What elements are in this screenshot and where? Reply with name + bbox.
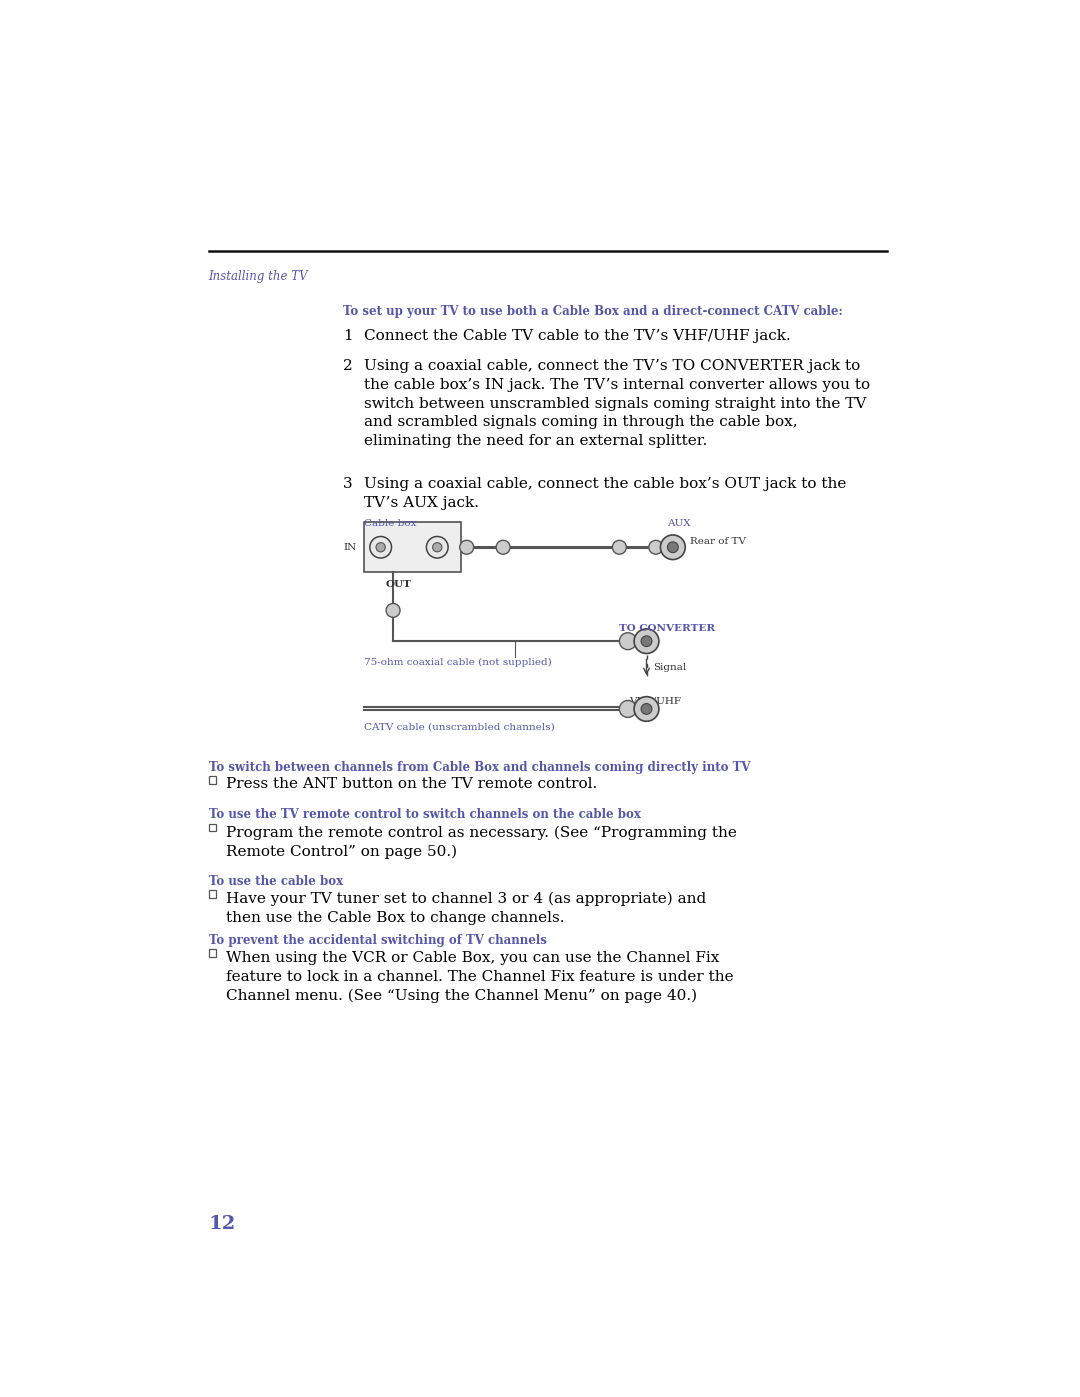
Circle shape bbox=[612, 541, 626, 555]
Circle shape bbox=[376, 542, 386, 552]
Bar bbox=[208, 824, 216, 831]
Bar bbox=[364, 522, 460, 571]
Text: Cable box: Cable box bbox=[364, 518, 416, 528]
Circle shape bbox=[460, 541, 474, 555]
Circle shape bbox=[661, 535, 685, 560]
Circle shape bbox=[619, 633, 636, 650]
Circle shape bbox=[649, 541, 663, 555]
Circle shape bbox=[496, 541, 510, 555]
Text: 12: 12 bbox=[208, 1215, 235, 1232]
Text: Connect the Cable TV cable to the TV’s VHF/UHF jack.: Connect the Cable TV cable to the TV’s V… bbox=[364, 330, 791, 344]
Circle shape bbox=[642, 636, 652, 647]
Text: To set up your TV to use both a Cable Box and a direct-connect CATV cable:: To set up your TV to use both a Cable Bo… bbox=[342, 305, 842, 317]
Text: 3: 3 bbox=[342, 478, 352, 492]
Text: Using a coaxial cable, connect the TV’s TO CONVERTER jack to
the cable box’s IN : Using a coaxial cable, connect the TV’s … bbox=[364, 359, 869, 448]
Text: To use the cable box: To use the cable box bbox=[208, 875, 342, 887]
Text: CATV cable (unscrambled channels): CATV cable (unscrambled channels) bbox=[364, 722, 554, 732]
Circle shape bbox=[642, 704, 652, 714]
Text: To use the TV remote control to switch channels on the cable box: To use the TV remote control to switch c… bbox=[208, 809, 640, 821]
Circle shape bbox=[619, 700, 636, 718]
Circle shape bbox=[433, 542, 442, 552]
Circle shape bbox=[369, 536, 392, 557]
Text: 1: 1 bbox=[342, 330, 352, 344]
Text: Have your TV tuner set to channel 3 or 4 (as appropriate) and
then use the Cable: Have your TV tuner set to channel 3 or 4… bbox=[226, 891, 706, 925]
Circle shape bbox=[427, 536, 448, 557]
Text: VHF/UHF: VHF/UHF bbox=[630, 697, 681, 705]
Text: 75-ohm coaxial cable (not supplied): 75-ohm coaxial cable (not supplied) bbox=[364, 658, 552, 668]
Text: AUX: AUX bbox=[666, 518, 690, 528]
Text: Press the ANT button on the TV remote control.: Press the ANT button on the TV remote co… bbox=[226, 778, 597, 792]
Circle shape bbox=[634, 697, 659, 721]
Bar bbox=[208, 949, 216, 957]
Bar bbox=[208, 890, 216, 898]
Text: When using the VCR or Cable Box, you can use the Channel Fix
feature to lock in : When using the VCR or Cable Box, you can… bbox=[226, 951, 733, 1003]
Circle shape bbox=[387, 604, 400, 617]
Text: OUT: OUT bbox=[386, 580, 411, 588]
Text: Signal: Signal bbox=[652, 662, 686, 672]
Text: To prevent the accidental switching of TV channels: To prevent the accidental switching of T… bbox=[208, 933, 546, 947]
Text: Using a coaxial cable, connect the cable box’s OUT jack to the
TV’s AUX jack.: Using a coaxial cable, connect the cable… bbox=[364, 478, 846, 510]
Bar bbox=[208, 775, 216, 784]
Text: Rear of TV: Rear of TV bbox=[690, 538, 746, 546]
Text: 2: 2 bbox=[342, 359, 352, 373]
Circle shape bbox=[634, 629, 659, 654]
Text: To switch between channels from Cable Box and channels coming directly into TV: To switch between channels from Cable Bo… bbox=[208, 760, 751, 774]
Text: Program the remote control as necessary. (See “Programming the
Remote Control” o: Program the remote control as necessary.… bbox=[226, 826, 737, 859]
Text: IN: IN bbox=[343, 543, 356, 552]
Circle shape bbox=[667, 542, 678, 553]
Text: Installing the TV: Installing the TV bbox=[208, 270, 308, 284]
Text: TO CONVERTER: TO CONVERTER bbox=[619, 624, 715, 633]
